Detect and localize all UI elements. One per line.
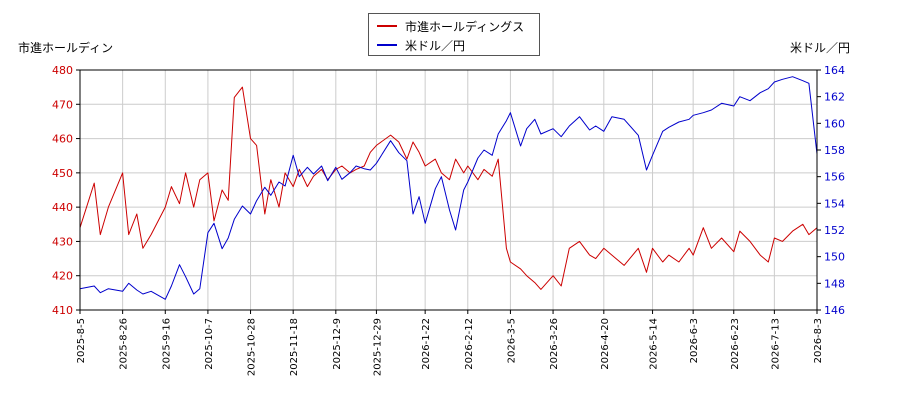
left-axis: 410 420 430 440 450 460 470 480 xyxy=(52,64,80,317)
legend-item-left-series: 市進ホールディングス xyxy=(377,17,524,35)
left-tick-label: 480 xyxy=(52,64,73,77)
x-tick-label: 2025-8-5 xyxy=(76,318,87,363)
x-tick-label: 2025-11-18 xyxy=(289,318,300,376)
left-tick-label: 470 xyxy=(52,98,73,111)
right-tick-label: 164 xyxy=(824,64,845,77)
x-tick-label: 2026-4-20 xyxy=(600,318,611,370)
left-axis-title: 市進ホールディン xyxy=(18,41,114,55)
right-tick-label: 158 xyxy=(824,144,845,157)
x-axis: 2025-8-5 2025-8-26 2025-9-16 2025-10-7 2025-… xyxy=(76,310,824,376)
right-tick-label: 148 xyxy=(824,277,845,290)
right-tick-label: 160 xyxy=(824,117,845,130)
legend-item-right-series: 米ドル／円 xyxy=(377,36,465,54)
x-tick-label: 2026-5-14 xyxy=(649,318,660,370)
left-tick-label: 430 xyxy=(52,235,73,248)
x-tick-label: 2026-2-12 xyxy=(464,318,475,370)
right-axis: 146 148 150 152 154 156 158 160 162 164 xyxy=(817,64,845,317)
legend: 市進ホールディングス 米ドル／円 xyxy=(368,13,540,56)
right-tick-label: 150 xyxy=(824,251,845,264)
plot-frame xyxy=(79,69,818,311)
x-tick-label: 2026-3-26 xyxy=(549,318,560,370)
x-tick-label: 2025-9-16 xyxy=(161,318,172,370)
x-tick-label: 2026-6-23 xyxy=(730,318,741,370)
right-axis-title: 米ドル／円 xyxy=(790,41,851,55)
legend-label-right-series: 米ドル／円 xyxy=(405,38,466,53)
left-tick-label: 460 xyxy=(52,133,73,146)
x-tick-label: 2025-12-9 xyxy=(332,318,343,370)
x-tick-label: 2025-10-7 xyxy=(204,318,215,370)
right-tick-label: 154 xyxy=(824,197,845,210)
left-tick-label: 440 xyxy=(52,201,73,214)
grid-lines xyxy=(79,69,818,311)
right-tick-label: 162 xyxy=(824,91,845,104)
legend-swatch-right-series xyxy=(377,44,397,46)
left-tick-label: 410 xyxy=(52,304,73,317)
x-tick-label: 2026-1-22 xyxy=(421,318,432,370)
x-tick-label: 2025-12-29 xyxy=(372,318,383,376)
right-tick-label: 146 xyxy=(824,304,845,317)
series-lines xyxy=(79,76,818,300)
legend-label-left-series: 市進ホールディングス xyxy=(405,19,525,34)
left-tick-label: 450 xyxy=(52,167,73,180)
series-line-usdjpy xyxy=(79,76,818,300)
x-tick-label: 2026-3-5 xyxy=(506,318,517,363)
right-tick-label: 156 xyxy=(824,171,845,184)
x-tick-label: 2026-8-3 xyxy=(813,318,824,363)
series-line-stock xyxy=(79,86,818,290)
right-tick-label: 152 xyxy=(824,224,845,237)
x-tick-label: 2025-10-28 xyxy=(247,318,258,376)
x-tick-label: 2025-8-26 xyxy=(119,318,130,370)
x-tick-label: 2026-7-13 xyxy=(770,318,781,370)
x-tick-label: 2026-6-3 xyxy=(689,318,700,363)
legend-swatch-left-series xyxy=(377,25,397,27)
left-tick-label: 420 xyxy=(52,270,73,283)
